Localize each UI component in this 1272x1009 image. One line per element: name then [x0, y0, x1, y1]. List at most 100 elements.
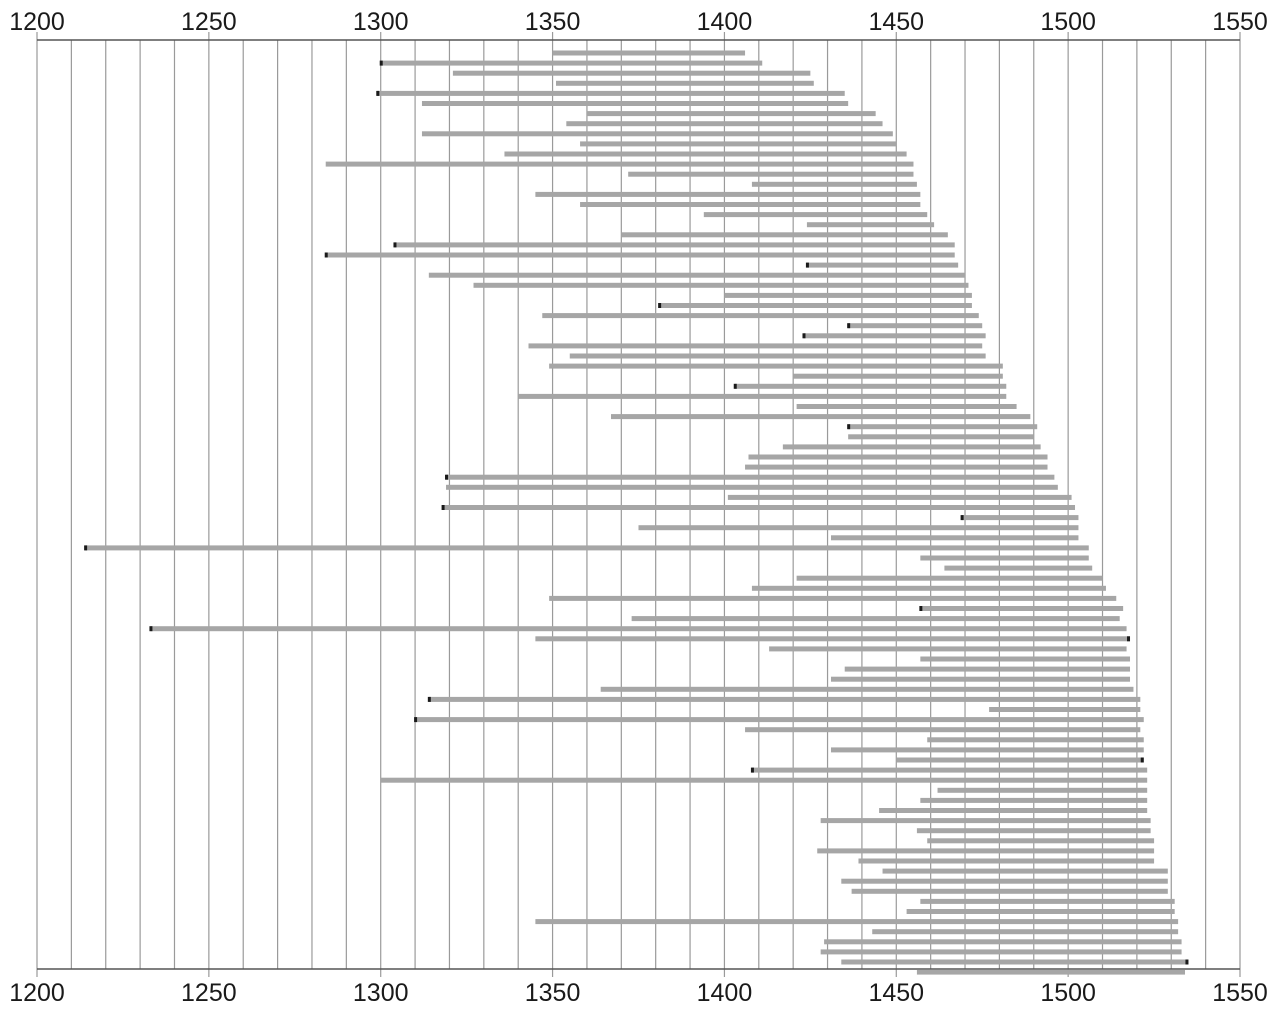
bar-30 [528, 343, 983, 349]
top-tick-label: 1350 [525, 8, 581, 36]
bar-47 [961, 515, 1079, 521]
bar-43 [446, 474, 1055, 480]
bar-67 [415, 717, 1144, 723]
bar-56 [920, 606, 1124, 611]
bar-21 [325, 252, 955, 258]
bar-63 [830, 676, 1131, 682]
bar-marker-65 [427, 696, 431, 702]
bar-26 [659, 303, 972, 308]
bar-50 [85, 545, 1089, 551]
bar-87 [535, 919, 1179, 925]
bar-82 [882, 868, 1168, 874]
bar-22 [806, 262, 959, 268]
bar-31 [569, 353, 986, 359]
bar-54 [751, 585, 1106, 591]
bottom-tick-label: 1300 [353, 979, 409, 1007]
bar-71 [896, 757, 1144, 763]
bar-34 [734, 383, 1007, 389]
bar-74 [937, 787, 1148, 793]
bars [84, 50, 1189, 975]
bar-marker-20 [393, 242, 397, 248]
bar-70 [830, 747, 1144, 753]
bar-4 [556, 80, 814, 86]
bar-81 [858, 858, 1155, 864]
bar-marker-43 [445, 474, 449, 480]
bar-90 [820, 949, 1182, 955]
bar-marker-59 [1127, 636, 1131, 642]
bar-marker-47 [960, 515, 964, 521]
bar-62 [844, 666, 1131, 672]
bar-83 [841, 878, 1168, 884]
top-tick-label: 1300 [353, 8, 409, 36]
bar-66 [989, 707, 1141, 712]
bar-52 [944, 565, 1093, 571]
bar-80 [817, 848, 1155, 854]
bar-14 [751, 181, 917, 187]
bar-27 [542, 313, 979, 319]
bar-73 [380, 777, 1148, 783]
bar-13 [628, 171, 914, 177]
top-tick-label: 1200 [9, 8, 65, 36]
bar-16 [580, 202, 921, 207]
bar-marker-2 [379, 60, 383, 66]
bar-28 [848, 323, 983, 329]
bar-marker-72 [750, 767, 754, 773]
bar-57 [631, 616, 1120, 622]
bar-53 [796, 575, 1103, 581]
bar-29 [803, 333, 986, 339]
bar-49 [830, 535, 1079, 541]
top-tick-label: 1400 [697, 8, 753, 36]
bar-42 [745, 464, 1048, 470]
bar-5 [377, 90, 845, 96]
bar-85 [920, 898, 1175, 904]
bar-3 [452, 70, 811, 76]
bar-36 [796, 404, 1017, 409]
bar-39 [848, 434, 1034, 440]
bar-46 [442, 505, 1076, 510]
bar-45 [727, 494, 1072, 500]
top-tick-label: 1550 [1212, 8, 1268, 36]
bar-68 [745, 727, 1141, 733]
bar-38 [848, 424, 1038, 430]
bar-7 [586, 111, 876, 117]
bar-64 [600, 686, 1134, 692]
bar-marker-71 [1140, 757, 1144, 763]
bar-32 [549, 363, 1003, 369]
bar-24 [473, 282, 969, 288]
bar-marker-50 [84, 545, 88, 551]
bar-8 [566, 121, 883, 127]
bar-19 [621, 232, 948, 238]
bar-33 [793, 373, 1003, 379]
top-tick-labels: 1200 1250 1300 1350 1400 1450 1500 1550 [9, 8, 1268, 36]
bottom-tick-labels: 1200 1250 1300 1350 1400 1450 1500 1550 [9, 979, 1268, 1007]
bar-6 [421, 101, 849, 106]
bar-25 [724, 292, 972, 298]
bar-48 [638, 525, 1079, 531]
bar-89 [824, 939, 1182, 945]
bar-marker-46 [441, 505, 445, 510]
bar-10 [580, 141, 897, 147]
bar-61 [920, 656, 1131, 662]
bar-58 [150, 626, 1127, 632]
top-tick-label: 1450 [868, 8, 924, 36]
bar-59 [535, 636, 1131, 642]
bar-marker-5 [376, 90, 380, 96]
bar-marker-58 [149, 626, 153, 632]
grid-lines [36, 32, 1241, 977]
bar-9 [421, 131, 893, 137]
bar-18 [806, 222, 935, 228]
bar-marker-34 [733, 383, 737, 389]
bar-17 [703, 212, 928, 218]
bar-40 [782, 444, 1041, 450]
bar-marker-28 [847, 323, 851, 329]
top-tick-label: 1500 [1040, 8, 1096, 36]
bar-marker-38 [847, 424, 851, 430]
bar-marker-56 [919, 606, 923, 611]
bar-1 [552, 50, 746, 56]
bar-91 [841, 959, 1189, 965]
bar-41 [748, 454, 1048, 460]
bottom-tick-label: 1350 [525, 979, 581, 1007]
bar-55 [549, 595, 1117, 601]
bar-88 [872, 929, 1179, 935]
bar-69 [927, 737, 1144, 743]
